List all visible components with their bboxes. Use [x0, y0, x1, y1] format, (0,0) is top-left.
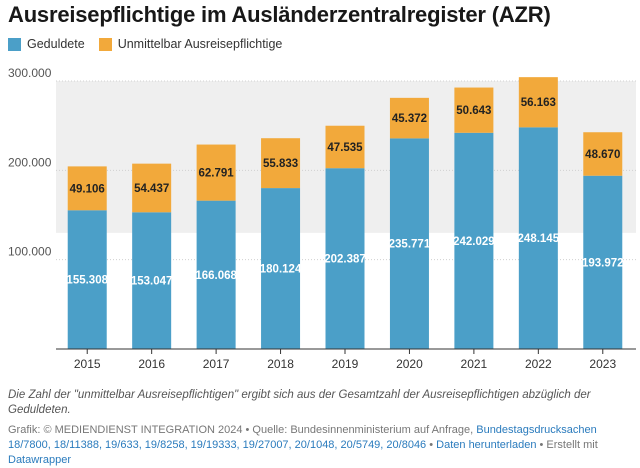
bar-unmittelbar: [196, 144, 236, 201]
footer-created-with: • Erstellt mit: [536, 439, 598, 451]
download-data-link[interactable]: Daten herunterladen: [436, 439, 537, 451]
bar-geduldete: [518, 127, 558, 350]
data-label-unmittelbar: 55.833: [263, 158, 298, 170]
x-tick-label: 2020: [396, 357, 423, 371]
y-tick-label: 200.000: [8, 155, 52, 169]
bar-unmittelbar: [325, 125, 365, 169]
bar-unmittelbar: [518, 77, 558, 128]
data-label-geduldete: 248.145: [518, 233, 560, 245]
data-label-unmittelbar: 50.643: [456, 105, 491, 117]
legend: Geduldete Unmittelbar Ausreisepflichtige: [8, 37, 296, 51]
data-label-geduldete: 202.387: [324, 254, 366, 266]
bar-geduldete: [389, 138, 429, 349]
y-tick-label: 300.000: [8, 66, 52, 80]
footer-credit: Grafik: © MEDIENDIENST INTEGRATION 2024 …: [8, 424, 477, 436]
x-tick-label: 2016: [138, 357, 165, 371]
x-tick-label: 2019: [332, 357, 359, 371]
legend-swatch-geduldete: [8, 37, 21, 51]
chart-note: Die Zahl der "unmittelbar Ausreisepflich…: [8, 389, 591, 416]
legend-item-unmittelbar: Unmittelbar Ausreisepflichtige: [98, 37, 283, 51]
bar-unmittelbar: [132, 163, 172, 213]
x-tick-label: 2015: [74, 357, 101, 371]
data-label-geduldete: 166.068: [195, 270, 237, 282]
legend-label-geduldete: Geduldete: [27, 37, 85, 51]
chart-title: Ausreisepflichtige im Ausländerzentralre…: [8, 2, 551, 27]
data-label-geduldete: 180.124: [260, 264, 302, 276]
data-label-unmittelbar: 49.106: [70, 183, 105, 195]
data-label-unmittelbar: 54.437: [134, 183, 169, 195]
bar-geduldete: [261, 188, 301, 349]
x-tick-label: 2017: [203, 357, 230, 371]
datawrapper-link[interactable]: Datawrapper: [8, 454, 71, 466]
x-tick-label: 2022: [525, 357, 552, 371]
legend-label-unmittelbar: Unmittelbar Ausreisepflichtige: [117, 37, 283, 51]
x-tick-label: 2023: [589, 357, 616, 371]
data-label-geduldete: 193.972: [582, 257, 624, 269]
y-tick-label: 100.000: [8, 245, 52, 259]
data-label-unmittelbar: 45.372: [392, 113, 427, 125]
data-label-geduldete: 153.047: [131, 276, 173, 288]
bar-unmittelbar: [454, 87, 494, 133]
data-label-unmittelbar: 62.791: [199, 168, 235, 180]
data-label-unmittelbar: 47.535: [327, 142, 363, 154]
x-tick-label: 2021: [461, 357, 488, 371]
bar-geduldete: [67, 210, 107, 349]
data-label-geduldete: 235.771: [389, 239, 431, 251]
bar-geduldete: [325, 168, 365, 349]
bar-geduldete: [196, 200, 236, 349]
bar-unmittelbar: [67, 166, 107, 211]
data-label-unmittelbar: 48.670: [585, 149, 620, 161]
legend-item-geduldete: Geduldete: [8, 37, 85, 51]
bar-geduldete: [132, 212, 172, 349]
footer-separator: •: [426, 439, 437, 451]
bar-unmittelbar: [261, 138, 301, 189]
bar-unmittelbar: [583, 132, 623, 176]
bar-unmittelbar: [389, 97, 429, 139]
data-label-unmittelbar: 56.163: [521, 97, 556, 109]
bar-geduldete: [454, 132, 494, 349]
chart-footer: Grafik: © MEDIENDIENST INTEGRATION 2024 …: [8, 423, 633, 468]
bar-geduldete: [583, 175, 623, 349]
source-link[interactable]: Bundestagsdrucksachen 18/7800, 18/11388,…: [8, 424, 597, 451]
bar-chart: 100.000 200.000 300.000 49.106 155.308 2015 54…: [8, 66, 636, 371]
legend-swatch-unmittelbar: [98, 37, 112, 51]
data-label-geduldete: 155.308: [66, 275, 108, 287]
x-tick-label: 2018: [267, 357, 294, 371]
data-label-geduldete: 242.029: [453, 236, 495, 248]
